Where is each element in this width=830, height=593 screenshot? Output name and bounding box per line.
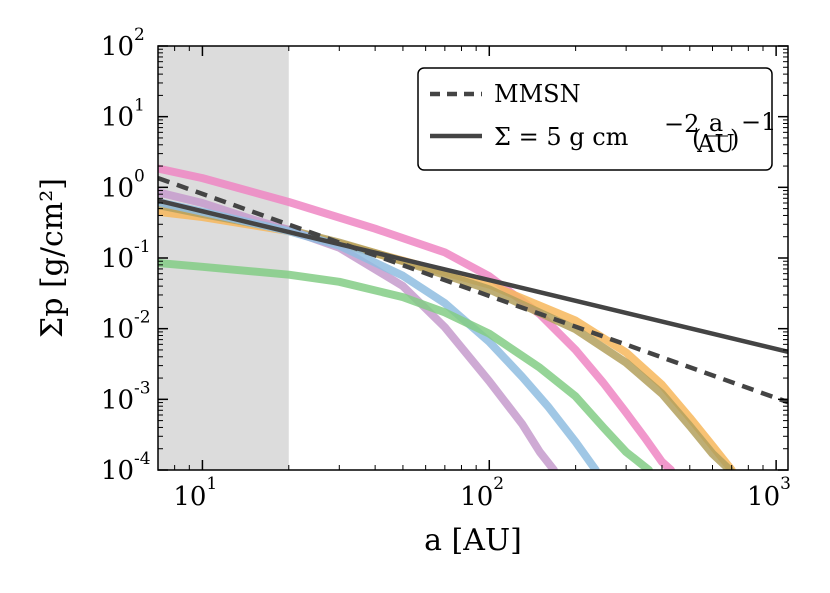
shaded-inner-region [158,46,289,470]
x-tick-exponent: 3 [780,474,791,494]
y-tick-exponent: 2 [134,25,145,45]
legend-box [417,67,773,171]
x-tick-exponent: 2 [493,474,504,494]
y-axis-label: Σp [g/cm²] [35,178,70,338]
axis-ticks [158,45,788,471]
legend-powerlaw-label: Σ = 5 g cm −2 ( a AU ) −1 [494,108,776,158]
x-tick-label: 10 [747,482,780,512]
legend-frac-den: AU [696,130,735,158]
legend-powerlaw-exp2: −2 [664,110,699,138]
y-tick-exponent: -3 [134,378,151,398]
series-line-5-g-cm-a-au-1 [158,198,788,354]
y-axis-label-text: Σp [g/cm²] [35,178,70,338]
y-tick-label: 10 [101,385,134,415]
series-line-green-7 [158,259,653,470]
y-tick-exponent: -2 [134,308,151,328]
y-tick-label: 10 [101,456,134,486]
legend-powerlaw-exp1: −1 [741,108,776,136]
legend: MMSN Σ = 5 g cm −2 ( a AU ) −1 [417,67,776,171]
legend-paren-right: ) [730,125,739,153]
y-tick-label: 10 [101,244,134,274]
y-tick-label: 10 [101,32,134,62]
x-tick-label: 10 [460,482,493,512]
y-tick-exponent: -4 [134,449,151,469]
y-tick-exponent: -1 [134,237,151,257]
legend-mmsn-label: MMSN [494,80,581,108]
y-tick-label: 10 [101,103,134,133]
tick-labels: 10 -410 -310 -210 -110 010 110 210 1 10 2 10 3 [101,25,791,512]
reference-lines [158,175,788,405]
legend-paren-left: ( [692,125,701,153]
series-line-purple-5 [158,188,558,470]
x-tick-exponent: 1 [206,474,217,494]
legend-frac-num: a [709,109,723,137]
y-tick-label: 10 [101,173,134,203]
legend-powerlaw-main: Σ = 5 g cm [494,123,629,151]
y-tick-exponent: 1 [134,96,145,116]
y-tick-exponent: 0 [134,166,145,186]
series-line-mmsn-0 [158,175,788,405]
y-tick-label: 10 [101,315,134,345]
x-tick-label: 10 [173,482,206,512]
x-axis-label: a [AU] [424,523,522,558]
